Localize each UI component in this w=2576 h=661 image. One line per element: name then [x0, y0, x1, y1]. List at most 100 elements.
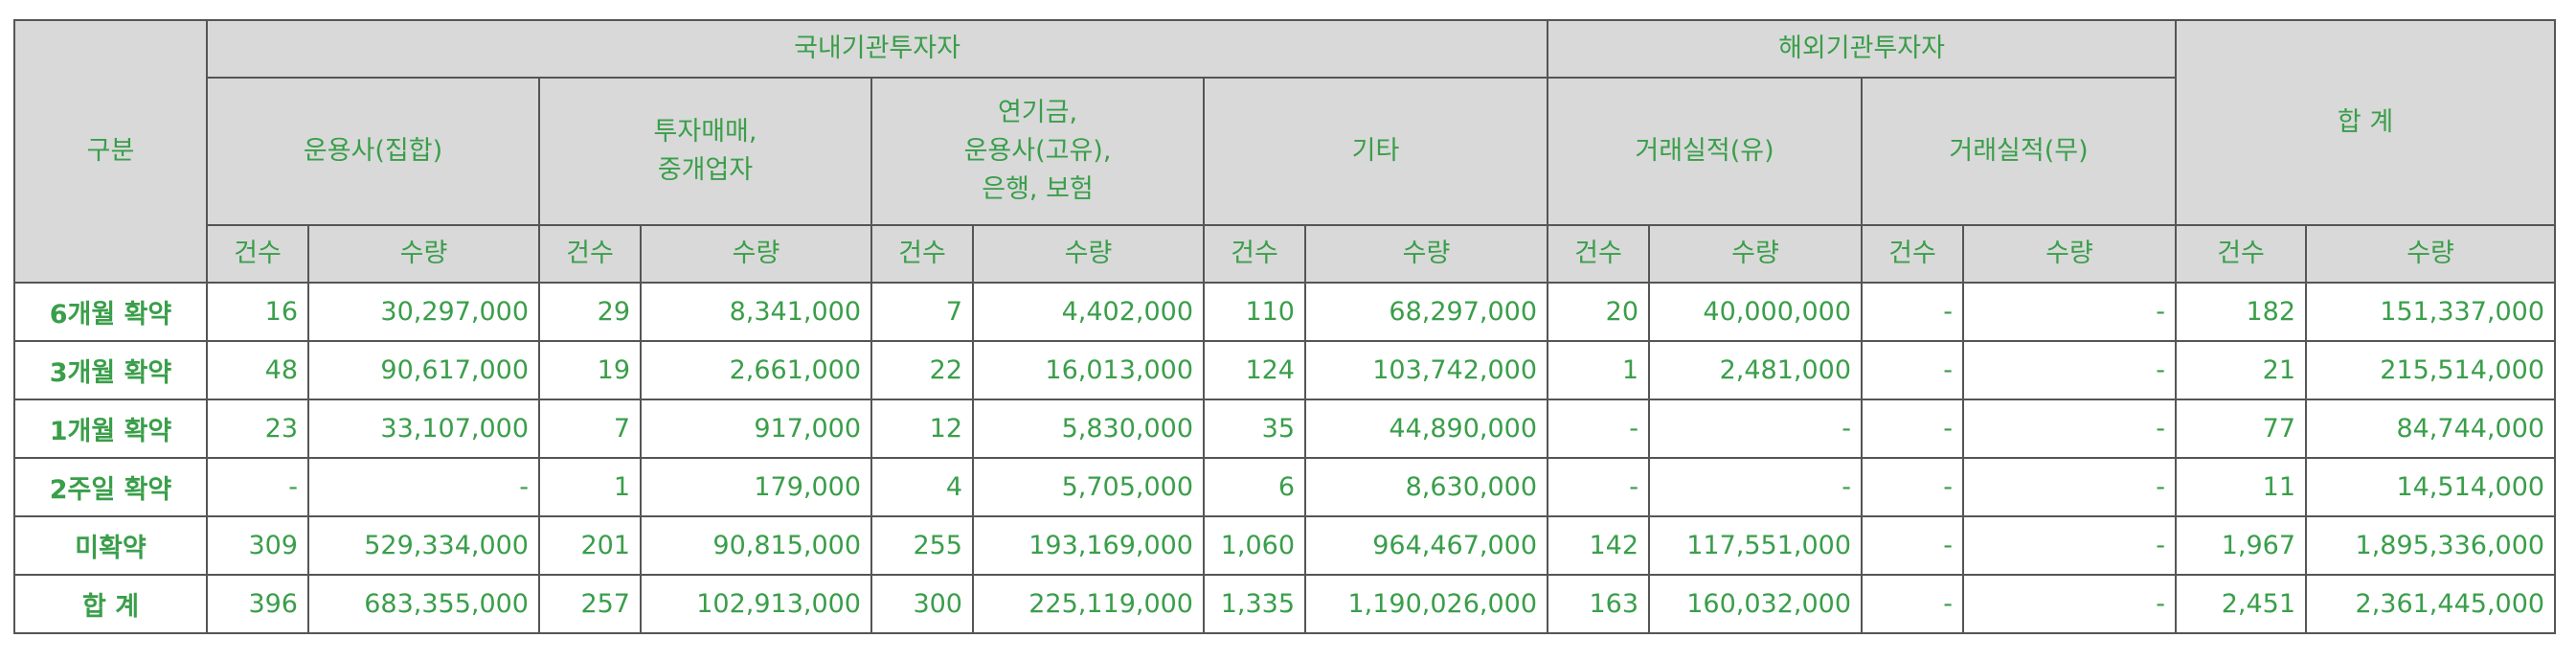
qty-cell: -	[1962, 515, 2178, 576]
group-header-pension-bank-insurance: 연기금, 운용사(고유), 은행, 보험	[870, 77, 1205, 226]
qty-cell: 529,334,000	[307, 515, 540, 576]
count-cell: 22	[870, 340, 974, 400]
qty-cell: 84,744,000	[2305, 399, 2557, 459]
category-header: 구분	[13, 19, 208, 284]
count-cell: 23	[206, 399, 309, 459]
qty-cell: 117,551,000	[1648, 515, 1864, 576]
count-header: 건수	[870, 224, 974, 284]
count-cell: 29	[538, 282, 642, 342]
qty-cell: 683,355,000	[307, 574, 540, 634]
qty-cell: 30,297,000	[307, 282, 540, 342]
total-header: 합 계	[2175, 19, 2557, 226]
count-cell: 1,967	[2175, 515, 2308, 576]
qty-header: 수량	[1303, 224, 1549, 284]
qty-cell: 964,467,000	[1303, 515, 1549, 576]
row-label: 3개월 확약	[13, 340, 208, 400]
qty-header: 수량	[640, 224, 872, 284]
qty-cell: -	[1962, 457, 2178, 517]
count-header: 건수	[538, 224, 642, 284]
group-header-other: 기타	[1202, 77, 1549, 226]
count-header: 건수	[1861, 224, 1965, 284]
count-cell: 1,060	[1203, 515, 1306, 576]
count-cell: 182	[2175, 282, 2308, 342]
qty-cell: 179,000	[640, 457, 872, 517]
qty-cell: 14,514,000	[2305, 457, 2557, 517]
table-body: 6개월 확약 16 30,297,000 29 8,341,000 7 4,402,000 1…	[13, 282, 2557, 634]
table-row: 미확약 309 529,334,000 201 90,815,000 255 193,169…	[13, 515, 2557, 576]
count-cell: 12	[870, 399, 974, 459]
count-cell: -	[1547, 457, 1651, 517]
count-cell: -	[1861, 574, 1965, 634]
qty-header: 수량	[307, 224, 540, 284]
row-label: 2주일 확약	[13, 457, 208, 517]
count-cell: 7	[538, 399, 642, 459]
qty-cell: 40,000,000	[1648, 282, 1864, 342]
count-cell: 1	[1547, 340, 1651, 400]
qty-cell: -	[1648, 399, 1864, 459]
qty-header: 수량	[1962, 224, 2178, 284]
count-cell: 77	[2175, 399, 2308, 459]
allocation-table: 구분 국내기관투자자 해외기관투자자 합 계 운용사(집합) 투자매매, 중개업자…	[13, 19, 2557, 634]
count-cell: 16	[206, 282, 309, 342]
qty-cell: -	[1962, 574, 2178, 634]
count-cell: 300	[870, 574, 974, 634]
qty-cell: 103,742,000	[1303, 340, 1549, 400]
qty-cell: 16,013,000	[972, 340, 1205, 400]
qty-cell: -	[1962, 282, 2178, 342]
count-cell: -	[206, 457, 309, 517]
table-row: 합 계 396 683,355,000 257 102,913,000 300 225,11…	[13, 574, 2557, 634]
qty-cell: 90,815,000	[640, 515, 872, 576]
qty-cell: 102,913,000	[640, 574, 872, 634]
table-row: 6개월 확약 16 30,297,000 29 8,341,000 7 4,402,000 1…	[13, 282, 2557, 342]
count-cell: 396	[206, 574, 309, 634]
qty-cell: 44,890,000	[1303, 399, 1549, 459]
count-cell: -	[1861, 457, 1965, 517]
count-cell: -	[1861, 282, 1965, 342]
qty-cell: 5,830,000	[972, 399, 1205, 459]
qty-cell: 1,895,336,000	[2305, 515, 2557, 576]
count-cell: 7	[870, 282, 974, 342]
qty-cell: 225,119,000	[972, 574, 1205, 634]
table-row: 3개월 확약 48 90,617,000 19 2,661,000 22 16,013,00…	[13, 340, 2557, 400]
count-cell: 257	[538, 574, 642, 634]
qty-cell: -	[1962, 399, 2178, 459]
group-header-trade-record-no: 거래실적(무)	[1861, 77, 2178, 226]
count-cell: -	[1861, 340, 1965, 400]
qty-cell: 193,169,000	[972, 515, 1205, 576]
qty-cell: 160,032,000	[1648, 574, 1864, 634]
qty-cell: -	[307, 457, 540, 517]
count-cell: 11	[2175, 457, 2308, 517]
qty-cell: 2,661,000	[640, 340, 872, 400]
qty-cell: -	[1648, 457, 1864, 517]
count-cell: 309	[206, 515, 309, 576]
qty-cell: 2,361,445,000	[2305, 574, 2557, 634]
domestic-investor-header: 국내기관투자자	[205, 19, 1549, 79]
count-cell: -	[1547, 399, 1651, 459]
group-header-trade-record-yes: 거래실적(유)	[1547, 77, 1864, 226]
qty-cell: 5,705,000	[972, 457, 1205, 517]
count-header: 건수	[2175, 224, 2308, 284]
qty-cell: 917,000	[640, 399, 872, 459]
qty-cell: 151,337,000	[2305, 282, 2557, 342]
count-cell: -	[1861, 399, 1965, 459]
qty-cell: 2,481,000	[1648, 340, 1864, 400]
count-cell: 201	[538, 515, 642, 576]
qty-cell: 1,190,026,000	[1303, 574, 1549, 634]
qty-cell: 8,630,000	[1303, 457, 1549, 517]
row-label: 6개월 확약	[13, 282, 208, 342]
table-row: 2주일 확약 - -1 179,000 4 5,705,000 6 8,630,000- - - -…	[13, 457, 2557, 517]
row-label: 1개월 확약	[13, 399, 208, 459]
count-cell: 1,335	[1203, 574, 1306, 634]
count-cell: 124	[1203, 340, 1306, 400]
count-cell: 35	[1203, 399, 1306, 459]
count-cell: 21	[2175, 340, 2308, 400]
table-row: 1개월 확약 23 33,107,000 7 917,000 12 5,830,000 35 4…	[13, 399, 2557, 459]
count-cell: 4	[870, 457, 974, 517]
qty-cell: -	[1962, 340, 2178, 400]
qty-header: 수량	[1648, 224, 1864, 284]
qty-cell: 8,341,000	[640, 282, 872, 342]
group-header-broker-dealer: 투자매매, 중개업자	[538, 77, 872, 226]
count-cell: 2,451	[2175, 574, 2308, 634]
qty-cell: 33,107,000	[307, 399, 540, 459]
row-label: 합 계	[13, 574, 208, 634]
